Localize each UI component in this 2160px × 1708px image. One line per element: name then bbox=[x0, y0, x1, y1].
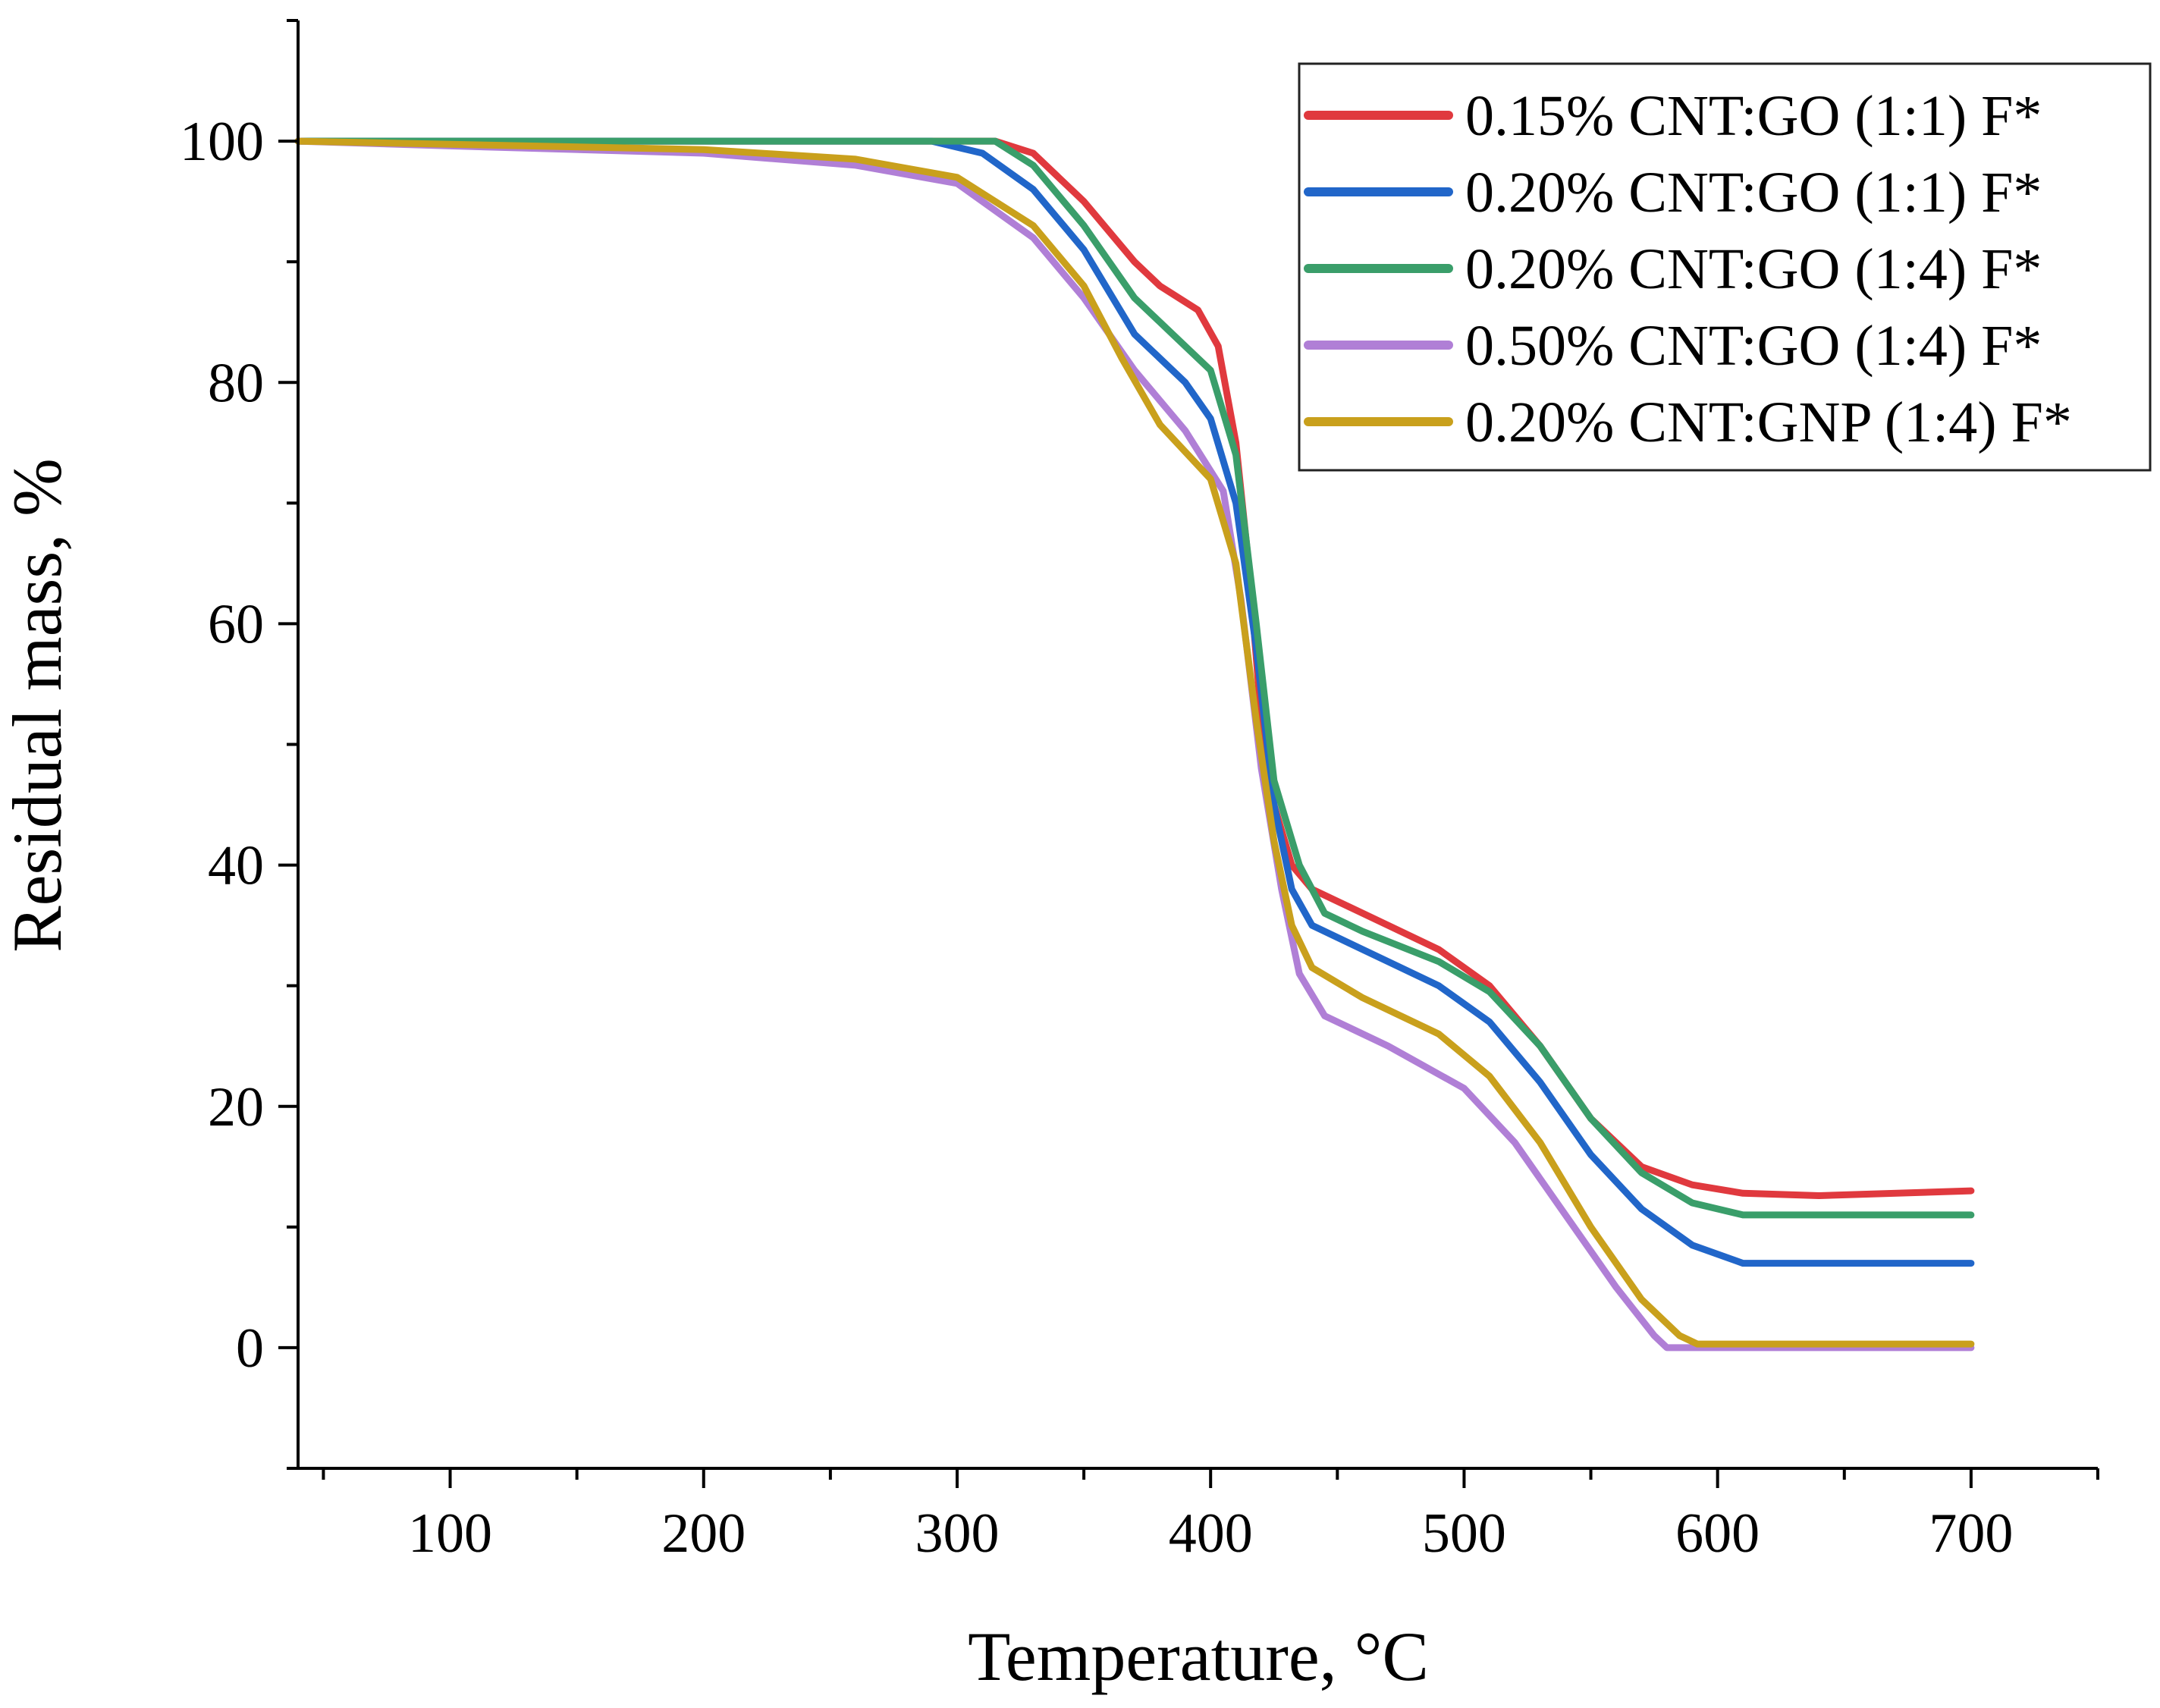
x-axis-title: Temperature, °C bbox=[968, 1618, 1429, 1695]
x-tick-label: 700 bbox=[1929, 1502, 2013, 1565]
y-tick-label: 0 bbox=[236, 1317, 264, 1380]
y-tick-label: 80 bbox=[208, 352, 264, 414]
series-lines bbox=[294, 137, 1975, 1352]
x-tick-label: 500 bbox=[1422, 1502, 1506, 1565]
y-tick-label: 20 bbox=[208, 1076, 264, 1138]
ticks: 100 200 300 400 500 600 700 0 20 40 60 80 100 bbox=[180, 19, 2099, 1565]
y-tick-label: 40 bbox=[208, 835, 264, 897]
x-tick-label: 200 bbox=[661, 1502, 746, 1565]
x-tick-label: 300 bbox=[915, 1502, 999, 1565]
y-tick-label: 100 bbox=[180, 111, 264, 173]
legend-label-3: 0.50% CNT:GO (1:4) F* bbox=[1465, 314, 2042, 378]
x-tick-label: 600 bbox=[1675, 1502, 1760, 1565]
x-tick-label: 400 bbox=[1169, 1502, 1253, 1565]
series-line-4 bbox=[294, 137, 1975, 1348]
x-tick-label: 100 bbox=[408, 1502, 492, 1565]
legend-label-0: 0.15% CNT:GO (1:1) F* bbox=[1465, 84, 2042, 148]
y-tick-label: 60 bbox=[208, 593, 264, 655]
series-line-1 bbox=[294, 137, 1975, 1267]
series-line-2 bbox=[294, 137, 1975, 1219]
y-axis-title: Residual mass, % bbox=[0, 458, 76, 953]
legend: 0.15% CNT:GO (1:1) F* 0.20% CNT:GO (1:1) … bbox=[1298, 62, 2152, 472]
legend-label-1: 0.20% CNT:GO (1:1) F* bbox=[1465, 161, 2042, 224]
legend-label-2: 0.20% CNT:GO (1:4) F* bbox=[1465, 237, 2042, 301]
legend-label-4: 0.20% CNT:GNP (1:4) F* bbox=[1465, 391, 2072, 454]
